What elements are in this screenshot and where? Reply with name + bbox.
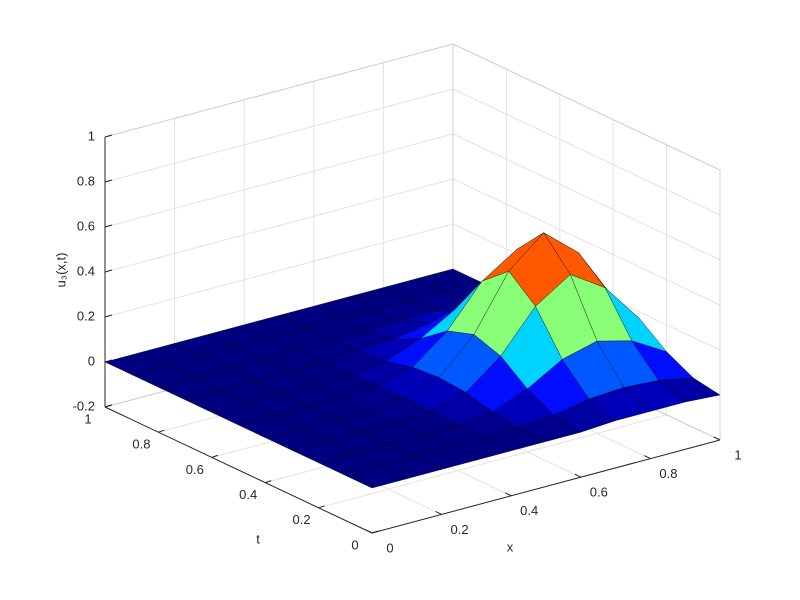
z-tick-label: 0.8 — [77, 173, 95, 188]
x-tick-label: 1 — [734, 447, 741, 462]
tick-mark — [158, 429, 165, 433]
t-axis-label: t — [256, 531, 260, 546]
x-tick-label: 0.6 — [590, 485, 608, 500]
x-tick-label: 0 — [386, 540, 393, 555]
box-line — [452, 43, 721, 171]
y-tick-label: 1 — [84, 411, 91, 426]
z-tick-label: 0.2 — [77, 308, 95, 323]
tick-mark — [104, 269, 113, 273]
z-tick-label: -0.2 — [73, 398, 95, 413]
tick-mark — [318, 505, 325, 509]
x-tick-label: 0.4 — [520, 503, 538, 518]
z-tick-label: 0.6 — [77, 218, 95, 233]
tick-mark — [435, 510, 442, 515]
axis-line — [104, 406, 373, 534]
tick-mark — [104, 224, 113, 228]
axis-line — [371, 439, 721, 534]
z-axis-label: u₃(x,t) — [53, 253, 68, 288]
y-tick-label: 0.8 — [132, 437, 150, 452]
tick-mark — [644, 455, 651, 460]
tick-mark — [104, 179, 113, 183]
tick-mark — [104, 314, 113, 318]
tick-mark — [104, 134, 113, 138]
tick-mark — [265, 480, 272, 484]
tick-mark — [211, 454, 218, 458]
x-axis-label: x — [507, 539, 514, 554]
grid-line — [104, 223, 454, 318]
surface — [104, 232, 721, 489]
x-tick-label: 0.8 — [659, 466, 677, 481]
tick-mark — [504, 492, 512, 497]
grid-line — [318, 414, 667, 509]
y-tick-label: 0.4 — [239, 487, 257, 502]
y-tick-label: 0.6 — [186, 462, 204, 477]
x-tick-label: 0.2 — [451, 522, 469, 537]
tick-mark — [713, 436, 721, 441]
tick-mark — [574, 473, 582, 478]
tick-mark — [104, 404, 112, 408]
grid-line — [452, 178, 721, 306]
tick-mark — [365, 529, 373, 534]
y-tick-label: 0 — [351, 537, 358, 552]
grid-line — [104, 133, 454, 228]
z-tick-label: 0.4 — [77, 263, 95, 278]
z-tick-label: 0 — [88, 353, 95, 368]
tick-mark — [371, 530, 379, 534]
z-tick-label: 1 — [88, 128, 95, 143]
y-tick-label: 0.2 — [293, 512, 311, 527]
surface-patch — [344, 465, 408, 489]
grid-line — [452, 88, 721, 216]
grid-line — [104, 178, 454, 273]
grid-line — [104, 88, 454, 183]
box-line — [104, 43, 454, 138]
grid-line — [452, 133, 721, 261]
